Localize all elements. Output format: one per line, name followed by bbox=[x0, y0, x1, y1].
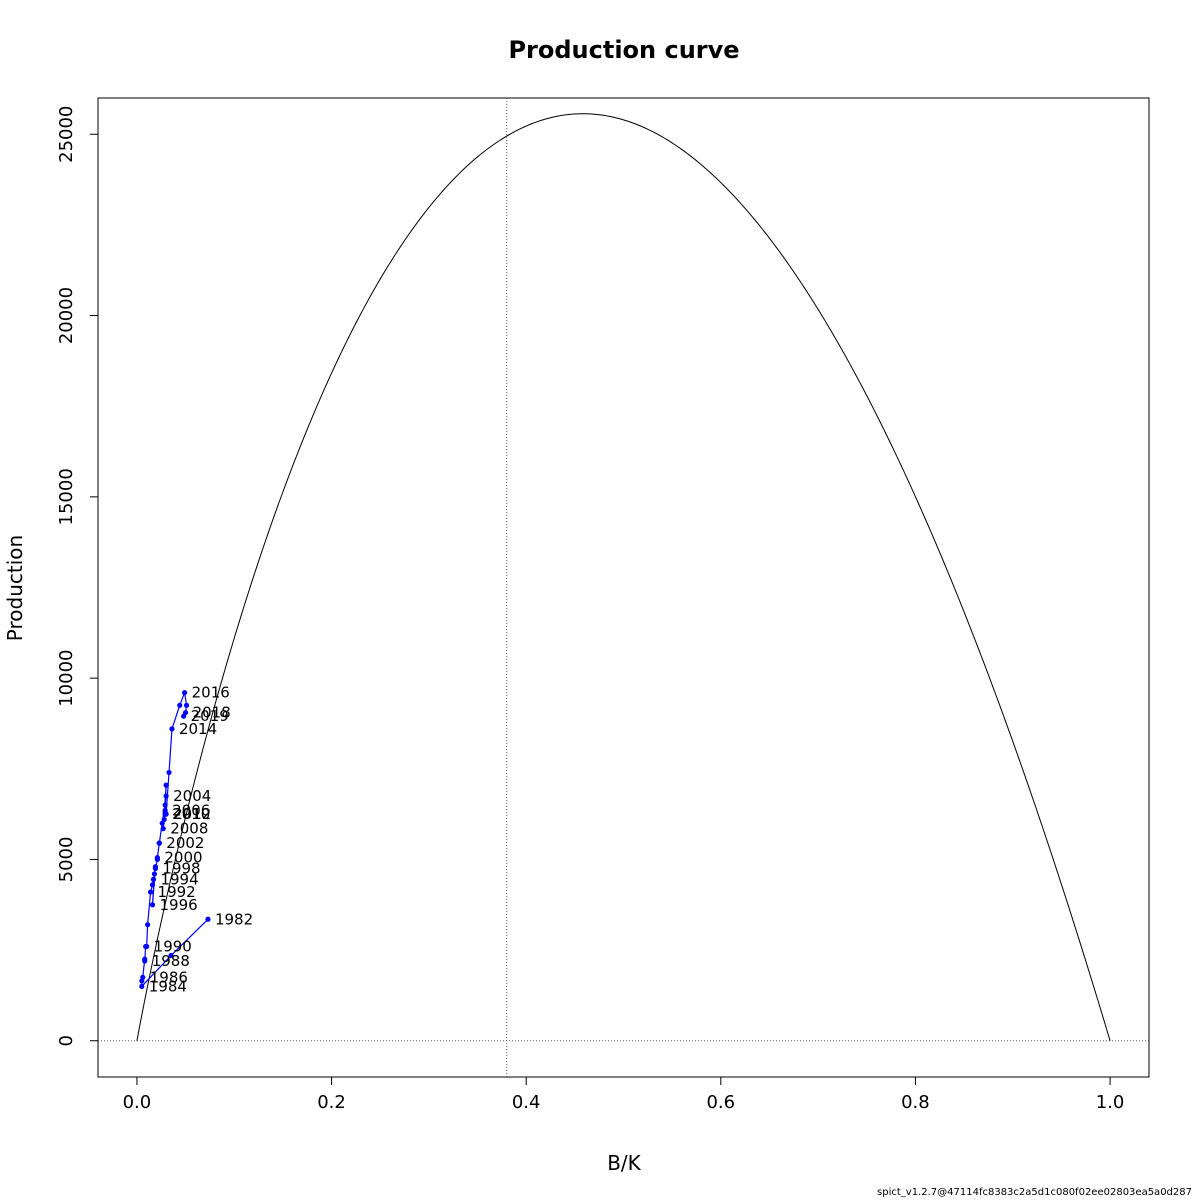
year-label-1984: 1984 bbox=[149, 977, 187, 995]
trajectory-point-2019 bbox=[181, 713, 187, 719]
y-tick-label: 15000 bbox=[56, 468, 77, 525]
year-label-2000: 2000 bbox=[164, 849, 202, 867]
year-label-2018: 2018 bbox=[193, 704, 231, 722]
trajectory-point-2007 bbox=[163, 782, 169, 788]
trajectory-point-1992 bbox=[147, 889, 154, 895]
trajectory-point-1996 bbox=[149, 902, 156, 908]
year-label-2004: 2004 bbox=[173, 787, 211, 805]
year-label-2016: 2016 bbox=[192, 684, 230, 702]
trajectory-point-1995 bbox=[151, 871, 158, 877]
x-tick-label: 0.8 bbox=[901, 1092, 930, 1113]
y-tick-label: 5000 bbox=[56, 837, 77, 883]
trajectory-point-1984 bbox=[139, 983, 145, 989]
chart-title: Production curve bbox=[508, 36, 739, 64]
year-label-1988: 1988 bbox=[152, 952, 190, 970]
year-label-1986: 1986 bbox=[150, 968, 188, 986]
year-label-1992: 1992 bbox=[158, 883, 196, 901]
trajectory-point-2009 bbox=[161, 816, 167, 823]
trajectory-point-2004 bbox=[163, 793, 169, 799]
y-axis-label: Production bbox=[3, 535, 27, 641]
y-tick-label: 10000 bbox=[56, 650, 77, 707]
trajectory-point-1988 bbox=[142, 958, 148, 964]
trajectory-point-1990 bbox=[144, 943, 150, 950]
y-tick-label: 0 bbox=[56, 1035, 77, 1046]
year-label-2002: 2002 bbox=[166, 834, 204, 852]
year-label-1994: 1994 bbox=[160, 870, 198, 888]
year-label-1996: 1996 bbox=[159, 896, 197, 914]
y-axis: 0 5000 10000 15000 20000 25000 bbox=[56, 106, 98, 1046]
x-tick-label: 0.2 bbox=[317, 1092, 346, 1113]
year-label-2012: 2012 bbox=[173, 805, 211, 823]
year-label-1990: 1990 bbox=[154, 937, 192, 955]
trajectory-point-2014 bbox=[169, 726, 175, 732]
trajectory-point-1993 bbox=[149, 882, 156, 888]
version-footnote: spict_v1.2.7@47114fc8383c2a5d1c080f02ee0… bbox=[877, 1187, 1192, 1198]
x-tick-label: 0.6 bbox=[706, 1092, 735, 1113]
trajectory-point-2002 bbox=[156, 840, 162, 846]
trajectory-point-1994 bbox=[150, 876, 157, 882]
trajectory-point-2017 bbox=[183, 702, 190, 708]
y-tick-label: 20000 bbox=[56, 287, 77, 344]
trajectory-point-2015 bbox=[177, 702, 183, 708]
year-label-2010: 2010 bbox=[172, 805, 210, 823]
year-label-1982: 1982 bbox=[215, 910, 253, 928]
production-curve bbox=[136, 113, 1111, 1041]
year-label-2014: 2014 bbox=[179, 720, 217, 738]
year-label-2019: 2019 bbox=[191, 707, 229, 725]
x-axis-label: B/K bbox=[607, 1151, 641, 1175]
trajectory-point-1986 bbox=[140, 974, 146, 980]
year-label-1998: 1998 bbox=[162, 860, 200, 878]
plot-frame bbox=[97, 97, 1150, 1078]
trajectory-point-2012 bbox=[163, 811, 169, 817]
trajectory-point-2013 bbox=[166, 769, 172, 776]
x-tick-label: 0.4 bbox=[512, 1092, 541, 1113]
x-tick-label: 1.0 bbox=[1096, 1092, 1125, 1113]
x-axis: 0.0 0.2 0.4 0.6 0.8 1.0 bbox=[123, 1077, 1125, 1113]
trajectory-point-2016 bbox=[182, 690, 188, 696]
trajectory-point-1998 bbox=[152, 865, 159, 872]
trajectory-point-2008 bbox=[160, 826, 166, 832]
production-curve-line bbox=[136, 113, 1111, 1041]
year-label-2008: 2008 bbox=[170, 820, 208, 838]
year-label-2006: 2006 bbox=[172, 801, 210, 819]
reference-lines bbox=[98, 98, 1149, 1077]
trajectory-point-2000 bbox=[154, 855, 160, 861]
trajectory-point-1982 bbox=[205, 916, 211, 922]
trajectory-point-1983 bbox=[168, 952, 174, 959]
y-tick-label: 25000 bbox=[56, 106, 77, 163]
trajectory-point-2005 bbox=[162, 802, 168, 808]
x-tick-label: 0.0 bbox=[123, 1092, 152, 1113]
trajectory-point-1991 bbox=[145, 922, 151, 928]
